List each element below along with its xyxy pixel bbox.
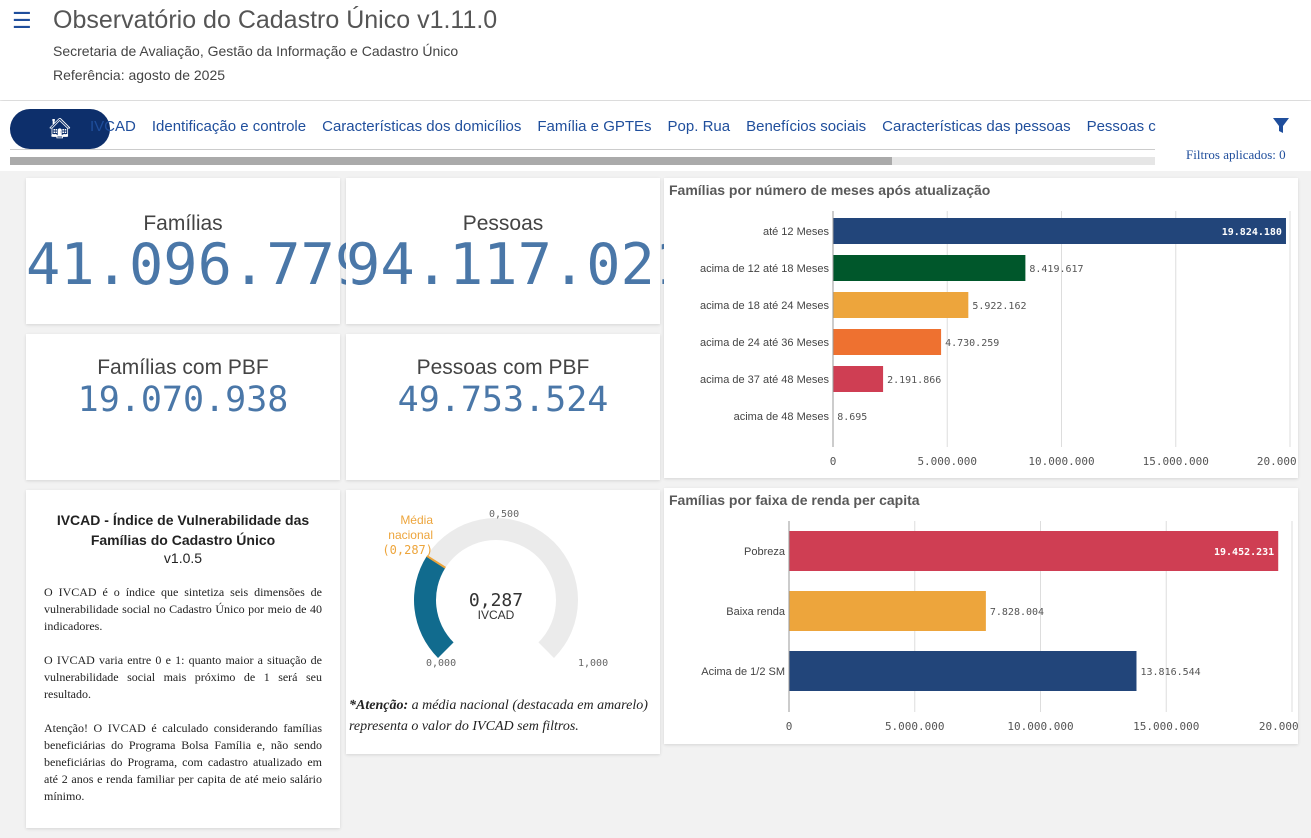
bar[interactable] bbox=[789, 531, 1279, 571]
category-label: acima de 37 até 48 Meses bbox=[700, 374, 830, 386]
chart-title: Famílias por número de meses após atuali… bbox=[669, 182, 991, 198]
tab-item[interactable]: Identificação e controle bbox=[151, 118, 307, 135]
kpi-value: 19.070.938 bbox=[77, 380, 289, 420]
gauge-max-label: 1,000 bbox=[578, 658, 608, 669]
chart-title: Famílias por faixa de renda per capita bbox=[669, 492, 920, 508]
reference-label: (0,287) bbox=[382, 543, 433, 557]
kpi-card: Pessoas com PBF 49.753.524 bbox=[346, 334, 660, 480]
hamburger-icon[interactable]: ☰ bbox=[12, 8, 32, 33]
data-label: 19.452.231 bbox=[1214, 547, 1274, 558]
tab-item[interactable]: IVCAD bbox=[90, 118, 136, 135]
ivcad-paragraph: O IVCAD é o índice que sintetiza seis di… bbox=[44, 585, 322, 633]
ivcad-gauge-card: 0,287 IVCAD 0,000 0,500 1,000 Média nacional (0… bbox=[346, 490, 660, 754]
category-label: Baixa renda bbox=[726, 606, 786, 618]
kpi-card: Famílias 41.096.779 bbox=[26, 178, 370, 324]
tab-item[interactable]: Características dos domicílios bbox=[322, 118, 522, 135]
kpi-value: 94.117.021 bbox=[346, 232, 690, 298]
home-icon: 🏠︎ bbox=[47, 118, 73, 140]
ivcad-paragraph: O IVCAD varia entre 0 e 1: quanto maior … bbox=[44, 653, 322, 701]
tab-item[interactable]: Características das pessoas bbox=[882, 118, 1071, 135]
data-label: 2.191.866 bbox=[887, 375, 941, 386]
kpi-value: 49.753.524 bbox=[397, 380, 609, 420]
gauge-min-label: 0,000 bbox=[426, 658, 456, 669]
x-tick-label: 0 bbox=[786, 720, 793, 733]
kpi-label: Famílias com PBF bbox=[97, 356, 269, 379]
subtitle: Secretaria de Avaliação, Gestão da Infor… bbox=[53, 43, 459, 59]
kpi-label: Pessoas com PBF bbox=[416, 356, 590, 379]
x-tick-label: 15.000.000 bbox=[1133, 720, 1199, 733]
ivcad-paragraph: Atenção! O IVCAD é calculado considerand… bbox=[44, 721, 322, 803]
category-label: acima de 12 até 18 Meses bbox=[700, 263, 830, 275]
x-tick-label: 20.000.000 bbox=[1257, 455, 1298, 468]
category-label: acima de 48 Meses bbox=[734, 411, 830, 423]
gauge-reference-marker bbox=[426, 555, 446, 569]
tab-item[interactable]: Pop. Rua bbox=[667, 118, 731, 135]
kpi-label: Famílias bbox=[143, 212, 223, 235]
home-button[interactable]: 🏠︎ bbox=[10, 109, 110, 149]
data-label: 5.922.162 bbox=[972, 301, 1026, 312]
bar[interactable] bbox=[789, 651, 1137, 691]
bar-chart: 0 5.000.000 10.000.000 15.000.000 20.000.000… bbox=[700, 211, 1298, 468]
x-tick-label: 10.000.000 bbox=[1007, 720, 1073, 733]
tab-list: IVCAD Identificação e controle Característ… bbox=[90, 118, 1156, 135]
data-label: 19.824.180 bbox=[1222, 227, 1282, 238]
data-label: 4.730.259 bbox=[945, 338, 999, 349]
header: ☰ Observatório do Cadastro Único v1.11.0… bbox=[0, 0, 1311, 100]
divider bbox=[10, 149, 1155, 150]
ivcad-version: v1.0.5 bbox=[163, 550, 203, 566]
data-label: 8.695 bbox=[837, 412, 867, 423]
tab-item[interactable]: Família e GPTEs bbox=[537, 118, 652, 135]
tabs-scrollbar[interactable] bbox=[10, 157, 1155, 165]
tab-item[interactable]: Benefícios sociais bbox=[746, 118, 867, 135]
gauge-label: IVCAD bbox=[478, 608, 515, 622]
reference-label: nacional bbox=[388, 528, 433, 542]
chart-months-since-update: Famílias por número de meses após atuali… bbox=[664, 178, 1298, 478]
kpi-card: Famílias com PBF 19.070.938 bbox=[26, 334, 340, 480]
x-tick-label: 0 bbox=[830, 455, 837, 468]
note-text: a média nacional (destacada em amarelo) … bbox=[349, 698, 648, 734]
reference-label: Média bbox=[400, 513, 433, 527]
chart-income-range: Famílias por faixa de renda per capita 0… bbox=[664, 488, 1298, 744]
category-label: acima de 24 até 36 Meses bbox=[700, 337, 830, 349]
nav-bar: 🏠︎ IVCAD Identificação e controle Caracter… bbox=[0, 101, 1311, 171]
x-tick-label: 15.000.000 bbox=[1143, 455, 1209, 468]
gauge-track bbox=[414, 518, 578, 658]
tab-item[interactable]: Pessoas com de bbox=[1086, 118, 1156, 135]
gauge-value: 0,287 bbox=[469, 590, 523, 611]
bar[interactable] bbox=[833, 218, 1286, 244]
category-label: Pobreza bbox=[744, 546, 786, 558]
bar[interactable] bbox=[833, 255, 1026, 281]
bar[interactable] bbox=[789, 591, 986, 631]
data-label: 13.816.544 bbox=[1140, 667, 1200, 678]
data-label: 7.828.004 bbox=[990, 607, 1044, 618]
x-tick-label: 5.000.000 bbox=[885, 720, 945, 733]
gauge-note: *Atenção: a média nacional (destacada em… bbox=[346, 695, 660, 737]
note-bold: *Atenção: bbox=[349, 698, 409, 713]
bar[interactable] bbox=[833, 366, 884, 392]
kpi-card: Pessoas 94.117.021 bbox=[346, 178, 690, 324]
ivcad-title: IVCAD - Índice de Vulnerabilidade das Fa… bbox=[56, 512, 310, 548]
bar-chart: 0 5.000.000 10.000.000 15.000.000 20.000.000… bbox=[701, 521, 1298, 733]
app-title: Observatório do Cadastro Único v1.11.0 bbox=[53, 6, 498, 34]
filters-applied[interactable]: Filtros aplicados: 0 bbox=[1186, 147, 1286, 162]
gauge-mid-label: 0,500 bbox=[489, 509, 519, 520]
ivcad-info-card: IVCAD - Índice de Vulnerabilidade das Fa… bbox=[26, 490, 340, 828]
x-tick-label: 20.000.000 bbox=[1259, 720, 1298, 733]
category-label: até 12 Meses bbox=[763, 226, 830, 238]
filter-icon[interactable] bbox=[1272, 117, 1290, 140]
kpi-value: 41.096.779 bbox=[26, 232, 370, 298]
gauge-value-arc bbox=[414, 555, 454, 658]
reference-date: Referência: agosto de 2025 bbox=[53, 67, 226, 83]
scrollbar-thumb[interactable] bbox=[10, 157, 892, 165]
data-label: 8.419.617 bbox=[1029, 264, 1083, 275]
bar[interactable] bbox=[833, 292, 969, 318]
category-label: Acima de 1/2 SM bbox=[701, 666, 785, 678]
x-tick-label: 5.000.000 bbox=[917, 455, 977, 468]
x-tick-label: 10.000.000 bbox=[1028, 455, 1094, 468]
bar[interactable] bbox=[833, 329, 942, 355]
category-label: acima de 18 até 24 Meses bbox=[700, 300, 830, 312]
kpi-label: Pessoas bbox=[462, 212, 544, 235]
